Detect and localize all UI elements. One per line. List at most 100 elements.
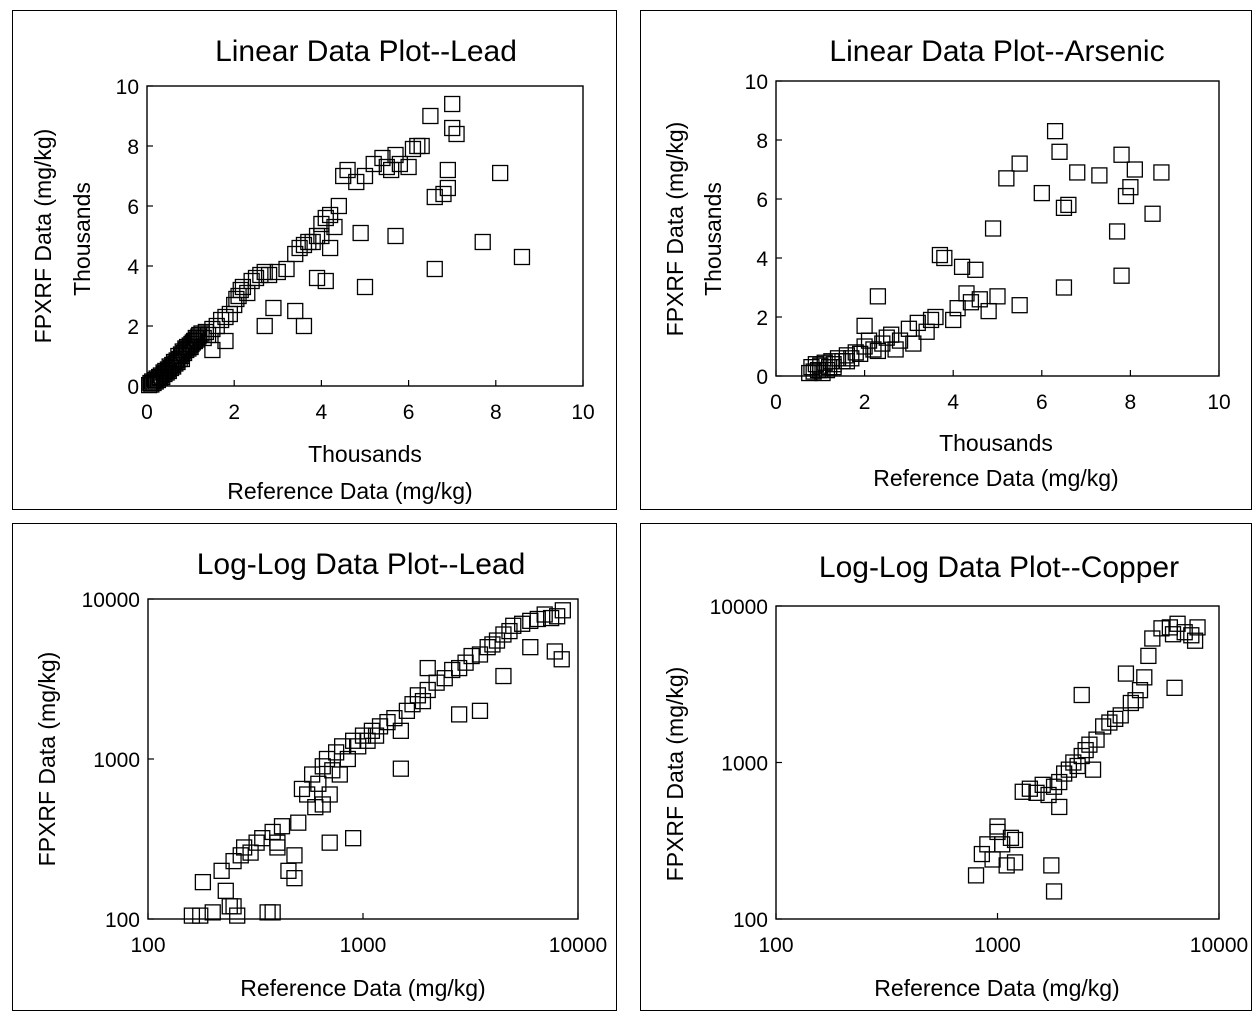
data-point <box>183 907 201 924</box>
data-point <box>321 206 339 224</box>
data-point <box>971 291 988 308</box>
data-point <box>308 269 326 287</box>
data-point <box>549 608 566 625</box>
data-point <box>400 158 417 176</box>
data-point <box>398 702 416 719</box>
y-axis-label: FPXRF Data (mg/kg) <box>662 667 688 882</box>
data-point <box>479 639 496 656</box>
data-point <box>865 341 882 358</box>
data-point <box>204 904 221 921</box>
plot-area <box>775 80 1220 377</box>
y-tick-label: 100 <box>105 909 140 932</box>
x-axis-label: Reference Data (mg/kg) <box>227 478 472 504</box>
data-point <box>448 125 465 143</box>
data-point <box>1051 773 1068 791</box>
data-point <box>450 659 468 677</box>
x-tick-label: 8 <box>490 401 502 424</box>
x-axis-units: Thousands <box>939 430 1053 456</box>
y-tick-label: 2 <box>127 316 139 339</box>
data-point <box>998 857 1015 874</box>
data-point <box>1176 624 1193 641</box>
y-tick-label: 10 <box>116 76 139 99</box>
data-point <box>905 335 922 352</box>
data-point <box>378 158 395 176</box>
data-point <box>321 834 338 851</box>
y-axis-units: Thousands <box>69 182 95 296</box>
chart-panel-lead-linear: Linear Data Plot--Lead 0 2 4 6 8 10 0 2 4 6 8 10 Thou… <box>12 10 617 510</box>
data-point <box>984 220 1002 237</box>
data-point <box>1069 757 1086 775</box>
data-point <box>217 882 234 899</box>
data-point <box>989 288 1006 305</box>
x-tick-label: 8 <box>1125 391 1137 414</box>
data-point <box>243 272 260 290</box>
data-point <box>356 167 374 185</box>
data-point <box>194 873 212 891</box>
data-point <box>1108 223 1126 240</box>
data-point <box>414 692 432 710</box>
chart-svg: Linear Data Plot--Lead 0 2 4 6 8 10 0 2 4 6 8 10 Thou… <box>30 35 595 504</box>
data-point <box>314 796 331 813</box>
plot-area <box>146 85 584 387</box>
data-point <box>348 173 365 191</box>
data-point <box>248 834 265 851</box>
x-tick-label: 4 <box>947 391 959 414</box>
y-tick-label: 4 <box>756 248 768 271</box>
x-tick-label: 10000 <box>1190 934 1248 957</box>
data-point <box>295 236 313 254</box>
data-point <box>317 272 334 290</box>
data-point <box>1040 786 1057 804</box>
data-point <box>949 299 966 317</box>
data-point <box>1077 741 1094 759</box>
data-point <box>217 308 234 326</box>
data-point <box>1045 883 1063 900</box>
y-tick-label: 0 <box>127 376 139 399</box>
data-point <box>474 233 491 251</box>
x-axis-units: Thousands <box>308 441 422 467</box>
data-point <box>918 323 935 340</box>
data-point <box>213 862 230 879</box>
data-point <box>900 320 918 337</box>
data-point <box>321 239 339 257</box>
data-point <box>265 299 282 317</box>
data-point <box>1051 143 1068 160</box>
data-point <box>354 727 372 744</box>
data-point <box>1144 205 1161 222</box>
y-tick-label: 1000 <box>721 753 768 776</box>
data-point <box>330 197 347 215</box>
y-tick-label: 10000 <box>710 596 768 619</box>
y-tick-label: 10000 <box>82 589 140 612</box>
data-point <box>230 287 247 305</box>
data-point <box>825 358 842 376</box>
chart-title: Linear Data Plot--Lead <box>215 35 517 68</box>
data-point <box>492 164 509 182</box>
chart-title: Log-Log Data Plot--Lead <box>197 548 526 581</box>
x-tick-label: 4 <box>316 401 328 424</box>
data-point <box>327 744 345 761</box>
data-point <box>931 246 949 264</box>
y-tick-label: 4 <box>127 256 139 279</box>
data-point <box>439 179 456 197</box>
data-point <box>495 667 512 685</box>
data-point <box>374 149 391 167</box>
data-point <box>352 224 369 242</box>
data-point <box>869 288 887 305</box>
data-point <box>419 659 436 677</box>
data-point <box>843 350 860 367</box>
data-point <box>256 317 273 335</box>
data-point <box>1153 620 1170 637</box>
data-point <box>242 844 259 861</box>
data-point <box>1055 199 1073 217</box>
data-point <box>1055 279 1073 296</box>
data-point <box>392 722 410 739</box>
data-point <box>383 161 400 179</box>
data-point <box>1073 686 1090 704</box>
data-point <box>318 750 336 768</box>
data-point <box>838 353 856 370</box>
data-point <box>1006 854 1024 871</box>
x-tick-label: 0 <box>141 401 153 424</box>
data-point <box>994 836 1011 853</box>
data-point <box>505 617 522 634</box>
chart-panel-lead-loglog: Log-Log Data Plot--Lead 100 1000 10000 100 10… <box>12 523 617 1011</box>
x-axis-label: Reference Data (mg/kg) <box>873 465 1118 491</box>
